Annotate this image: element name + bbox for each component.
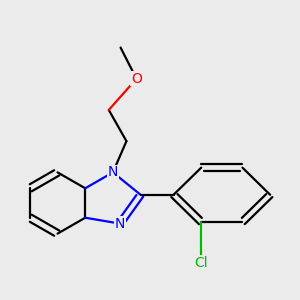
Text: O: O bbox=[131, 72, 142, 86]
Text: N: N bbox=[115, 217, 125, 231]
Text: Cl: Cl bbox=[194, 256, 208, 270]
Text: N: N bbox=[108, 165, 118, 179]
